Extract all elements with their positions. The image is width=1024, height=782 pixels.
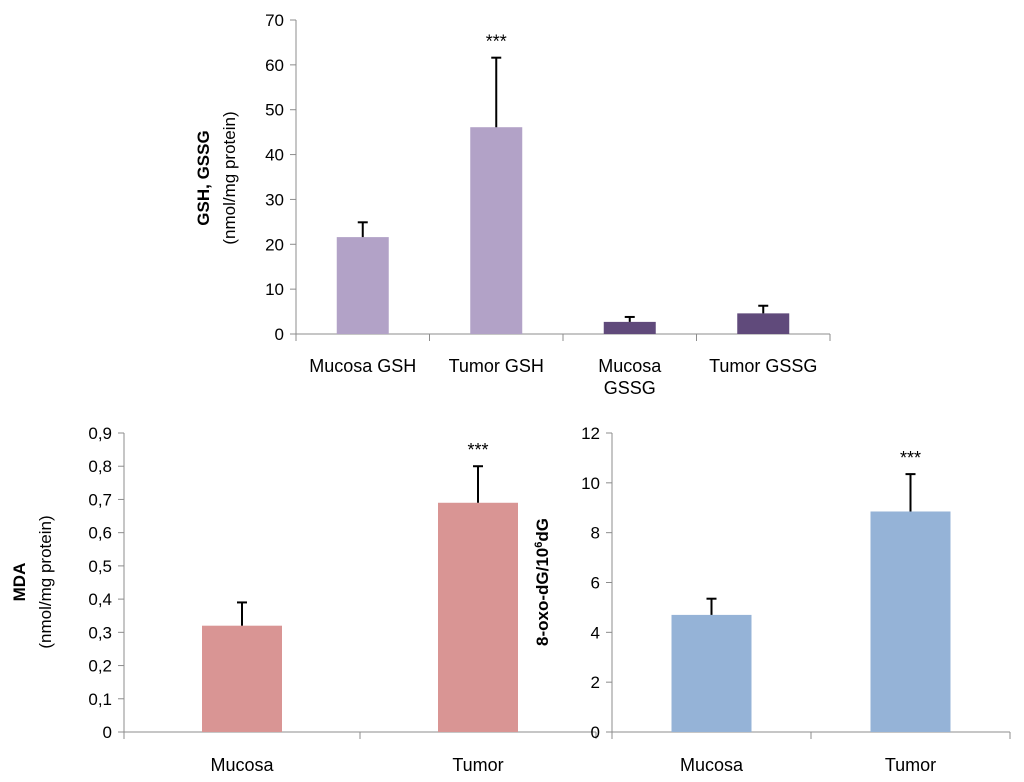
chart2-ytick-label: 0,8 (88, 457, 112, 476)
chart2-ytick-label: 0 (103, 723, 112, 742)
chart1-ylabel: GSH, GSSG (194, 130, 213, 225)
chart1-ytick-label: 10 (265, 280, 284, 299)
chart3-bar (671, 614, 752, 732)
chart1-category-label: GSSG (604, 378, 656, 398)
chart3-bar (870, 511, 951, 732)
chart2-ytick-label: 0,1 (88, 690, 112, 709)
chart2-ytick-label: 0,3 (88, 623, 112, 642)
chart1-ytick-label: 20 (265, 235, 284, 254)
chart1-ytick-label: 50 (265, 101, 284, 120)
chart2-bar (438, 502, 518, 732)
chart1-ylabel-unit: (nmol/mg protein) (220, 111, 239, 244)
chart1-ytick-label: 70 (265, 11, 284, 30)
chart3-ytick-label: 10 (581, 474, 600, 493)
chart1-ytick-label: 30 (265, 190, 284, 209)
chart2-significance-label: *** (467, 440, 488, 460)
chart1-bar (470, 127, 523, 334)
chart1-bar (336, 237, 389, 334)
chart2-ytick-label: 0,9 (88, 424, 112, 443)
chart3-ytick-label: 2 (591, 673, 600, 692)
chart3-ylabel-tail: dG (533, 518, 552, 542)
chart2-ytick-label: 0,6 (88, 524, 112, 543)
chart1-significance-label: *** (486, 32, 507, 52)
chart1-ytick-label: 60 (265, 56, 284, 75)
chart1-ytick-label: 0 (275, 325, 284, 344)
chart1-ytick-label: 40 (265, 146, 284, 165)
chart1-category-label: Tumor GSSG (709, 356, 817, 376)
chart2-ytick-label: 0,2 (88, 657, 112, 676)
chart3-ytick-label: 12 (581, 424, 600, 443)
chart2-bar (202, 625, 282, 732)
chart3-ylabel-group: 8-oxo-dG/106dG (533, 518, 552, 646)
chart3-ytick-label: 4 (591, 623, 600, 642)
chart2-ylabel: MDA (10, 563, 29, 602)
chart3-ytick-label: 8 (591, 524, 600, 543)
chart3-ylabel-sup: 6 (533, 542, 545, 548)
chart3-ytick-label: 6 (591, 574, 600, 593)
chart3-ytick-label: 0 (591, 723, 600, 742)
chart3-category-label: Tumor (885, 755, 936, 775)
chart1-ylabel-group: GSH, GSSG (nmol/mg protein) (194, 111, 239, 244)
chart3-ylabel-main: 8-oxo-dG/10 (533, 548, 552, 646)
chart1-category-label: Tumor GSH (449, 356, 544, 376)
chart2-category-label: Mucosa (210, 755, 274, 775)
chart2-ylabel-group: MDA (nmol/mg protein) (10, 515, 55, 648)
chart1-category-label: Mucosa GSH (309, 356, 416, 376)
chart2-ylabel-unit: (nmol/mg protein) (36, 515, 55, 648)
chart3-category-label: Mucosa (680, 755, 744, 775)
chart1-bar (737, 313, 790, 334)
chart2-ytick-label: 0,5 (88, 557, 112, 576)
chart3-significance-label: *** (900, 448, 921, 468)
chart2-ytick-label: 0,4 (88, 590, 112, 609)
chart2-ytick-label: 0,7 (88, 490, 112, 509)
chart3-ylabel: 8-oxo-dG/106dG (533, 518, 552, 646)
chart2-category-label: Tumor (452, 755, 503, 775)
chart1-bar (603, 321, 656, 334)
chart1-category-label: Mucosa (598, 356, 662, 376)
